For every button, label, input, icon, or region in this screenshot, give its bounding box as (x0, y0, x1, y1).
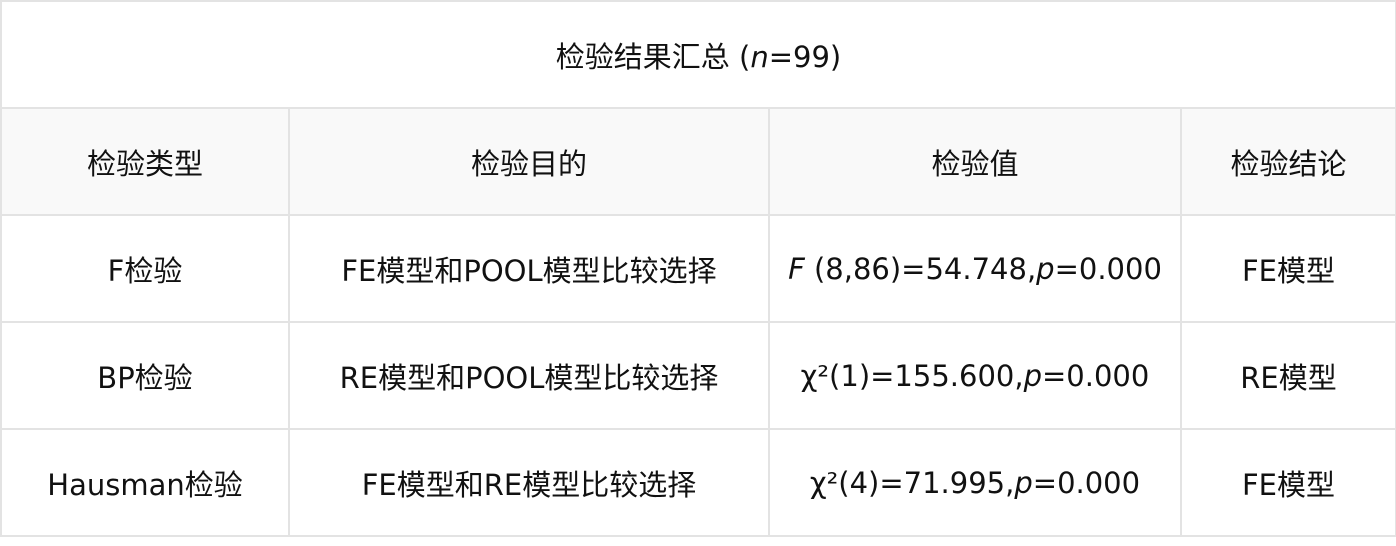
title-row: 检验结果汇总 (n=99) (0, 0, 1396, 109)
cell-value: χ²(4)=71.995,p=0.000 (768, 428, 1182, 537)
table-title: 检验结果汇总 (n=99) (0, 0, 1396, 109)
cell-conclusion: FE模型 (1179, 214, 1396, 323)
stat-value: χ²(4)=71.995, (809, 465, 1015, 500)
header-value: 检验值 (768, 107, 1182, 216)
title-suffix: =99) (768, 39, 842, 74)
cell-purpose: FE模型和POOL模型比较选择 (288, 214, 770, 323)
stat-symbol: F (788, 251, 805, 286)
title-n: n (750, 39, 769, 74)
p-value: =0.000 (1042, 358, 1150, 393)
table-row: F检验 FE模型和POOL模型比较选择 F (8,86)=54.748,p=0.… (0, 214, 1396, 323)
cell-purpose: RE模型和POOL模型比较选择 (288, 321, 770, 430)
cell-conclusion: FE模型 (1179, 428, 1396, 537)
header-row: 检验类型 检验目的 检验值 检验结论 (0, 107, 1396, 216)
stat-value: (8,86)=54.748, (804, 251, 1037, 286)
header-conclusion: 检验结论 (1179, 107, 1396, 216)
cell-type: F检验 (0, 214, 290, 323)
title-text: 检验结果汇总 ( (555, 39, 751, 74)
cell-conclusion: RE模型 (1179, 321, 1396, 430)
cell-value: F (8,86)=54.748,p=0.000 (768, 214, 1182, 323)
header-type: 检验类型 (0, 107, 290, 216)
p-symbol: p (1036, 251, 1055, 286)
p-value: =0.000 (1054, 251, 1162, 286)
p-value: =0.000 (1032, 465, 1141, 500)
table-row: Hausman检验 FE模型和RE模型比较选择 χ²(4)=71.995,p=0… (0, 428, 1396, 537)
stat-value: χ²(1)=155.600, (800, 358, 1024, 393)
cell-purpose: FE模型和RE模型比较选择 (288, 428, 770, 537)
header-purpose: 检验目的 (288, 107, 770, 216)
p-symbol: p (1014, 465, 1033, 500)
cell-value: χ²(1)=155.600,p=0.000 (768, 321, 1182, 430)
p-symbol: p (1023, 358, 1042, 393)
cell-type: BP检验 (0, 321, 290, 430)
table-row: BP检验 RE模型和POOL模型比较选择 χ²(1)=155.600,p=0.0… (0, 321, 1396, 430)
cell-type: Hausman检验 (0, 428, 290, 537)
